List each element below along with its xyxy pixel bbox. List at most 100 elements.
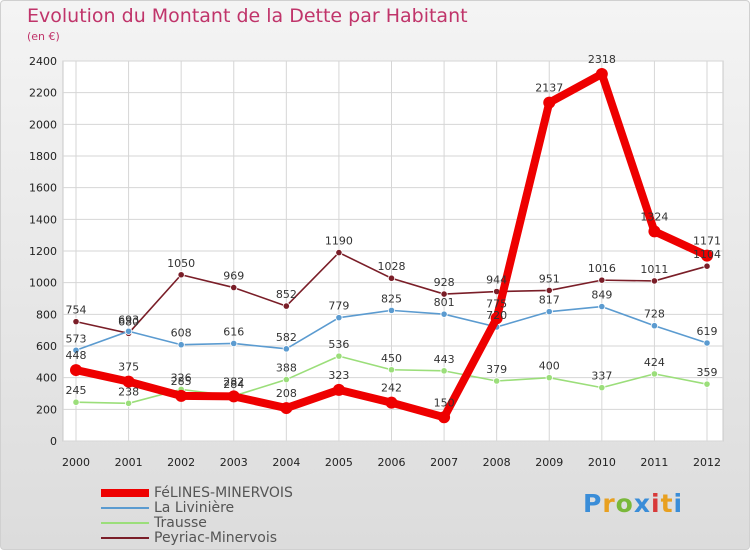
x-tick-label: 2010: [588, 456, 616, 469]
y-tick-label: 800: [36, 308, 57, 321]
data-label: 619: [697, 325, 718, 338]
data-point: [335, 248, 343, 257]
grid: [62, 60, 724, 442]
data-label: 775: [486, 297, 507, 310]
data-point: [387, 274, 396, 282]
x-tick-label: 2000: [62, 456, 90, 469]
data-label: 2318: [588, 53, 616, 66]
data-point: [70, 364, 82, 377]
data-label: 573: [66, 332, 87, 345]
data-label: 536: [328, 338, 349, 351]
data-point: [648, 225, 661, 238]
y-tick-label: 2200: [29, 87, 57, 100]
y-tick-label: 1400: [29, 213, 57, 226]
data-label: 1104: [693, 248, 721, 261]
y-tick-label: 400: [36, 372, 57, 385]
y-tick-label: 1200: [29, 245, 57, 258]
data-point: [701, 249, 713, 262]
data-label: 238: [118, 385, 139, 398]
data-point: [387, 306, 396, 314]
logo-letter: o: [615, 489, 634, 518]
data-point: [124, 327, 133, 335]
axes: 0 200 400 600 800 1000 1200 1400 1600 1800 2000 220…: [29, 55, 721, 469]
x-tick-label: 2007: [430, 456, 458, 469]
data-point: [545, 286, 553, 295]
data-label: 375: [118, 361, 139, 374]
x-tick-label: 2001: [115, 456, 143, 469]
data-label: 359: [697, 366, 718, 379]
data-point: [543, 96, 556, 109]
data-point: [72, 318, 80, 326]
logo-letter: P: [583, 489, 603, 518]
data-point: [335, 352, 343, 360]
data-point: [490, 312, 503, 325]
data-label: 817: [539, 294, 560, 307]
data-point: [598, 276, 606, 284]
line-chart: 0 200 400 600 800 1000 1200 1400 1600 1800 2000 220…: [29, 53, 724, 469]
data-point: [703, 339, 711, 347]
data-label: 951: [539, 272, 560, 285]
data-label: 337: [591, 370, 612, 383]
x-tick-label: 2003: [220, 456, 248, 469]
logo-letter: i: [673, 489, 684, 518]
data-label: 849: [591, 289, 612, 302]
data-label: 852: [276, 288, 297, 301]
data-label: 608: [171, 327, 192, 340]
data-label: 2137: [535, 82, 563, 95]
data-label: 388: [276, 362, 297, 375]
x-tick-label: 2009: [535, 456, 563, 469]
data-label: 150: [434, 396, 455, 409]
data-label: 379: [486, 363, 507, 376]
data-point: [440, 310, 448, 318]
data-label: 944: [486, 274, 507, 287]
legend-swatch: [101, 489, 149, 497]
y-tick-label: 200: [36, 403, 57, 416]
data-label: 323: [328, 369, 349, 382]
y-tick-label: 1000: [29, 277, 57, 290]
data-label: 285: [171, 375, 192, 388]
y-tick-label: 600: [36, 340, 57, 353]
x-tick-label: 2002: [167, 456, 195, 469]
data-label: 1028: [378, 260, 406, 273]
data-point: [332, 383, 345, 396]
data-label: 1016: [588, 262, 616, 275]
data-point: [703, 262, 711, 270]
x-tick-label: 2005: [325, 456, 353, 469]
data-label: 728: [644, 308, 665, 321]
logo-letter: t: [660, 489, 674, 518]
data-point: [227, 390, 240, 403]
x-tick-label: 2004: [272, 456, 300, 469]
y-tick-label: 1800: [29, 150, 57, 163]
data-label: 1324: [640, 210, 668, 223]
chart-title: Evolution du Montant de la Dette par Hab…: [27, 5, 468, 27]
legend-label: FéLINES-MINERVOIS: [154, 485, 293, 501]
data-label: 969: [223, 270, 244, 283]
data-point: [545, 308, 553, 316]
data-point: [282, 302, 290, 310]
data-point: [650, 277, 659, 285]
legend-swatch: [101, 537, 149, 539]
y-tick-label: 0: [50, 435, 57, 448]
data-label: 448: [66, 349, 87, 362]
data-point: [438, 411, 451, 424]
data-point: [230, 283, 238, 292]
series-lines: [70, 67, 713, 424]
data-point: [124, 399, 133, 407]
data-point: [598, 302, 606, 311]
data-point: [387, 366, 396, 374]
data-point: [595, 67, 608, 80]
data-point: [440, 367, 448, 375]
logo-letter: x: [633, 489, 651, 518]
data-label: 1171: [693, 235, 721, 248]
legend-swatch: [101, 507, 149, 509]
data-label: 720: [486, 309, 507, 322]
data-point: [385, 396, 398, 409]
legend-label: La Livinière: [154, 500, 235, 516]
data-point: [598, 384, 606, 392]
data-point: [335, 314, 343, 322]
data-point: [175, 389, 188, 402]
data-point: [545, 374, 553, 382]
data-point: [650, 370, 659, 378]
x-tick-label: 2008: [483, 456, 511, 469]
